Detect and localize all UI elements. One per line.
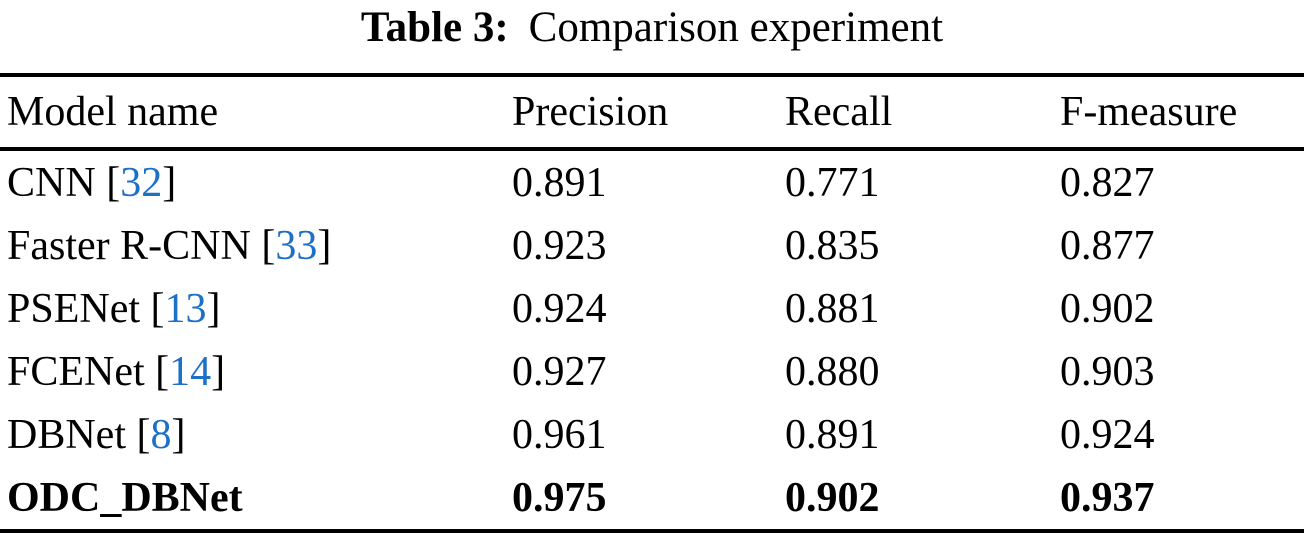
model-name: FCENet [7,348,145,395]
table-row: PSENet [13] 0.924 0.881 0.902 [0,277,1304,340]
f-measure-cell: 0.902 [1060,285,1155,332]
model-cell: CNN [32] [7,159,177,206]
precision-cell: 0.927 [512,348,607,395]
model-name: ODC_DBNet [7,474,243,521]
comparison-table: Model name Precision Recall F-measure CN… [0,73,1304,533]
model-name: Faster R-CNN [7,222,251,269]
table-caption-label: Table 3: [360,4,509,51]
model-cell: PSENet [13] [7,285,221,332]
table-body: CNN [32] 0.891 0.771 0.827 Faster R-CNN [33]… [0,149,1304,533]
precision-cell: 0.975 [512,466,785,533]
precision-cell: 0.923 [512,222,607,269]
table-caption: Table 3: Comparison experiment [0,0,1304,73]
model-cell: Faster R-CNN [33] [7,222,332,269]
recall-cell: 0.880 [785,348,880,395]
model-cell: FCENet [14] [7,348,226,395]
model-cell: ODC_DBNet [0,466,512,533]
recall-cell: 0.835 [785,222,880,269]
column-header-model-name: Model name [0,75,512,151]
citation-link[interactable]: 8 [150,411,172,458]
citation-link[interactable]: 13 [164,285,207,332]
citation-link[interactable]: 14 [169,348,212,395]
model-name: CNN [7,159,96,206]
model-name: PSENet [7,285,141,332]
column-header-recall: Recall [785,75,1060,151]
table-row: Faster R-CNN [33] 0.923 0.835 0.877 [0,214,1304,277]
citation-link[interactable]: 32 [120,159,163,206]
table-row: DBNet [8] 0.961 0.891 0.924 [0,403,1304,466]
table-header: Model name Precision Recall F-measure [0,75,1304,151]
model-name: DBNet [7,411,126,458]
column-header-precision: Precision [512,75,785,151]
recall-cell: 0.881 [785,285,880,332]
recall-cell: 0.902 [785,466,1060,533]
f-measure-cell: 0.827 [1060,159,1155,206]
model-cell: DBNet [8] [7,411,186,458]
recall-cell: 0.771 [785,159,880,206]
table-row: FCENet [14] 0.927 0.880 0.903 [0,340,1304,403]
precision-cell: 0.961 [512,411,607,458]
table-caption-text: Comparison experiment [528,4,944,51]
f-measure-cell: 0.924 [1060,411,1155,458]
f-measure-cell: 0.903 [1060,348,1155,395]
column-header-f-measure: F-measure [1060,75,1304,151]
f-measure-cell: 0.877 [1060,222,1155,269]
citation-link[interactable]: 33 [275,222,318,269]
f-measure-cell: 0.937 [1060,466,1304,533]
table-row: CNN [32] 0.891 0.771 0.827 [0,149,1304,214]
precision-cell: 0.891 [512,159,607,206]
table-row: ODC_DBNet 0.975 0.902 0.937 [0,466,1304,533]
precision-cell: 0.924 [512,285,607,332]
header-row: Model name Precision Recall F-measure [0,75,1304,151]
recall-cell: 0.891 [785,411,880,458]
